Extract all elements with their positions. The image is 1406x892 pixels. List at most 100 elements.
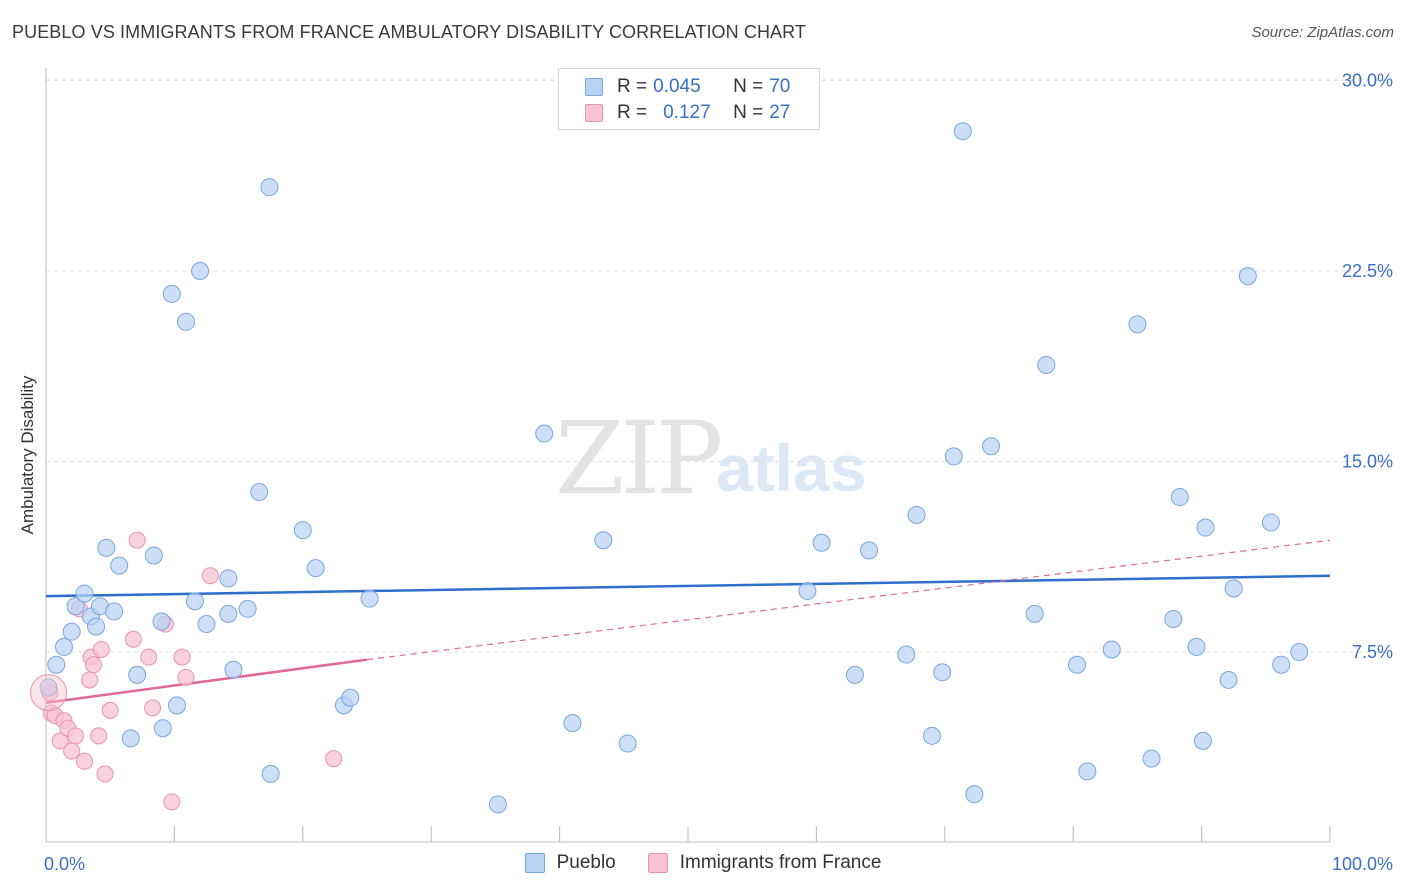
pueblo-point (219, 604, 238, 623)
points-layer (30, 122, 1309, 814)
pueblo-point (128, 665, 147, 684)
pueblo-point (360, 589, 379, 608)
france-point-large (30, 674, 68, 712)
pueblo-point (982, 437, 1001, 456)
france-swatch (585, 104, 603, 122)
legend-row-pueblo: R = 0.045 N = 70 (585, 75, 790, 99)
pueblo-point (1272, 655, 1291, 674)
pueblo-point (1187, 637, 1206, 656)
pueblo-point (1102, 640, 1121, 659)
pueblo-point (238, 599, 257, 618)
pueblo-point (250, 482, 269, 501)
pueblo-point (1170, 488, 1189, 507)
y-tick-label: 15.0% (1342, 452, 1393, 472)
pueblo-point (144, 546, 163, 565)
pueblo-point (167, 696, 186, 715)
pueblo-point (110, 556, 129, 575)
legend-label-pueblo: Pueblo (556, 852, 616, 873)
pueblo-trend-line (45, 574, 1331, 598)
pueblo-point (1037, 355, 1056, 374)
france-point (101, 701, 119, 719)
y-tick-label: 30.0% (1342, 71, 1393, 91)
series-legend: Pueblo Immigrants from France (0, 852, 1406, 874)
legend-row-france: R = 0.127 N = 27 (585, 101, 790, 125)
france-point (173, 648, 191, 666)
x-tick-label: 100.0% (1332, 854, 1393, 874)
pueblo-point (306, 559, 325, 578)
france-trend-line (45, 658, 368, 705)
pueblo-point (185, 592, 204, 611)
n-value: 70 (769, 76, 791, 97)
pueblo-point (105, 602, 124, 621)
pueblo-point (121, 729, 140, 748)
watermark-atlas: atlas (716, 431, 867, 505)
pueblo-point (1261, 513, 1280, 532)
r-value: 0.045 (653, 76, 701, 97)
trend-layer (45, 539, 1331, 705)
pueblo-point (54, 637, 73, 656)
pueblo-point (845, 665, 864, 684)
watermark-zip: ZIP (555, 400, 723, 517)
pueblo-point (860, 541, 879, 560)
correlation-legend: R = 0.045 N = 70 R = 0.127 N = 27 (558, 68, 820, 130)
pueblo-point (944, 447, 963, 466)
pueblo-point (219, 569, 238, 588)
pueblo-point (293, 521, 312, 540)
x-tick-label: 0.0% (44, 854, 85, 874)
pueblo-point (260, 178, 279, 197)
france-trend-dashed (366, 539, 1331, 661)
pueblo-point (87, 617, 106, 636)
r-label: R = (617, 76, 648, 97)
france-point (96, 765, 114, 783)
france-point (85, 656, 103, 674)
pueblo-point (594, 531, 613, 550)
pueblo-point (153, 719, 172, 738)
pueblo-point (152, 612, 171, 631)
pueblo-point (1219, 670, 1238, 689)
france-point (81, 671, 99, 689)
pueblo-point (1068, 655, 1087, 674)
france-point (92, 640, 110, 658)
pueblo-point (897, 645, 916, 664)
pueblo-point (812, 533, 831, 552)
france-point (51, 732, 69, 750)
france-point (90, 727, 108, 745)
pueblo-point (1078, 762, 1097, 781)
pueblo-point (1224, 579, 1243, 598)
legend-item-pueblo: Pueblo (524, 852, 616, 874)
axis-layer (45, 68, 1331, 843)
pueblo-point (47, 655, 66, 674)
pueblo-point (965, 785, 984, 804)
pueblo-point (176, 312, 195, 331)
n-label: N = (733, 102, 764, 123)
pueblo-point (953, 122, 972, 141)
france-point (177, 668, 195, 686)
pueblo-point (191, 262, 210, 280)
pueblo-swatch (585, 78, 603, 96)
france-point (63, 742, 81, 760)
france-point (140, 648, 158, 666)
pueblo-point (1238, 267, 1257, 286)
pueblo-point (933, 663, 952, 682)
pueblo-point (224, 660, 243, 679)
pueblo-point (488, 795, 507, 814)
france-point (163, 793, 181, 811)
pueblo-legend-swatch (524, 853, 545, 873)
france-point (325, 750, 343, 768)
pueblo-point (1196, 518, 1215, 537)
pueblo-point (1142, 749, 1161, 768)
pueblo-point (1025, 604, 1044, 623)
y-tick-label: 7.5% (1352, 642, 1393, 662)
legend-label-france: Immigrants from France (679, 852, 882, 873)
tick-label-layer: 7.5% 15.0% 22.5% 30.0% 0.0% 100.0% (44, 71, 1393, 875)
y-tick-label: 22.5% (1342, 261, 1393, 281)
pueblo-point (62, 622, 81, 641)
france-legend-swatch (647, 853, 668, 873)
pueblo-point (563, 714, 582, 733)
chart-title: PUEBLO VS IMMIGRANTS FROM FRANCE AMBULAT… (12, 22, 807, 42)
pueblo-point (261, 764, 280, 783)
n-label: N = (733, 76, 764, 97)
pueblo-point (66, 597, 85, 616)
france-point (76, 752, 94, 770)
